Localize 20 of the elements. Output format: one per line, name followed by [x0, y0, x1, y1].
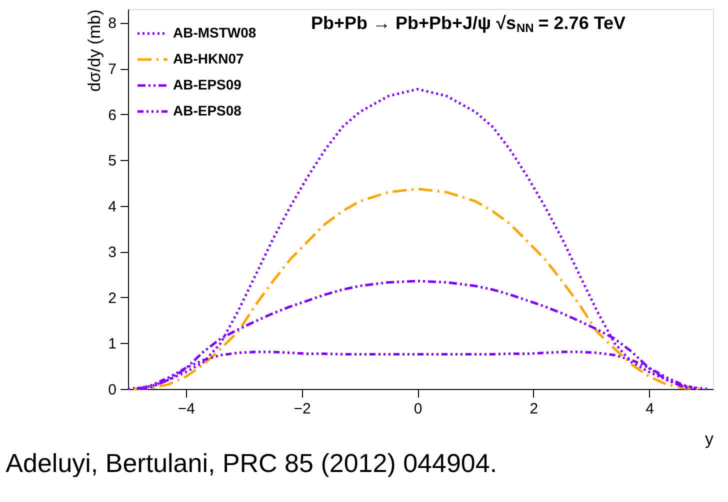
x-tick-label: 2	[530, 400, 538, 418]
y-tick-label: 3	[108, 244, 116, 262]
y-tick-label: 7	[108, 61, 116, 78]
y-tick-label: 1	[108, 336, 116, 353]
y-tick-label: 6	[108, 106, 116, 124]
y-tick-label: 4	[108, 198, 116, 216]
y-tick-label: 8	[108, 15, 116, 32]
legend-label: AB-EPS09	[173, 76, 242, 92]
x-tick-label: −2	[294, 400, 311, 418]
legend-label: AB-MSTW08	[173, 24, 256, 40]
y-tick-label: 2	[108, 290, 116, 307]
x-tick-label: −4	[178, 400, 195, 418]
x-tick-label: 4	[646, 400, 654, 418]
legend-label: AB-EPS08	[173, 102, 242, 118]
y-axis-title: dσ/dy (mb)	[85, 10, 104, 92]
y-tick-label: 0	[108, 382, 116, 398]
x-axis-title: y	[705, 430, 714, 448]
legend-label: AB-HKN07	[173, 50, 244, 66]
y-tick-label: 5	[108, 152, 116, 170]
x-tick-label: 0	[414, 400, 422, 418]
